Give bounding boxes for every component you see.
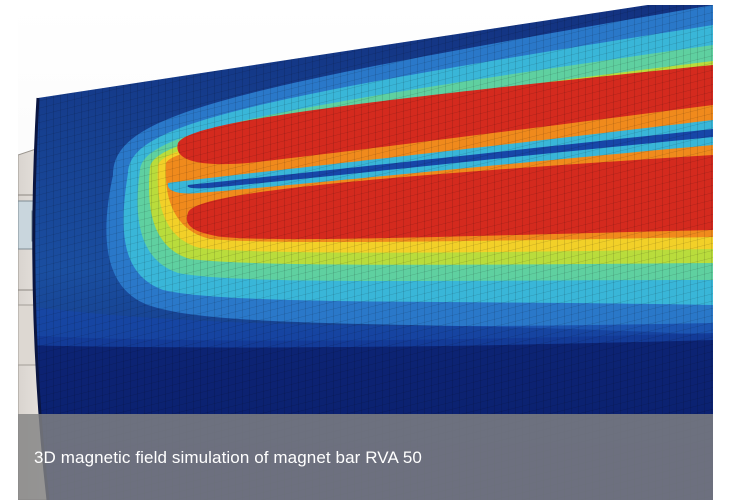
figure-frame: 3D magnetic field simulation of magnet b…	[18, 5, 713, 500]
caption-bar: 3D magnetic field simulation of magnet b…	[18, 414, 713, 500]
figure-caption: 3D magnetic field simulation of magnet b…	[34, 448, 422, 467]
